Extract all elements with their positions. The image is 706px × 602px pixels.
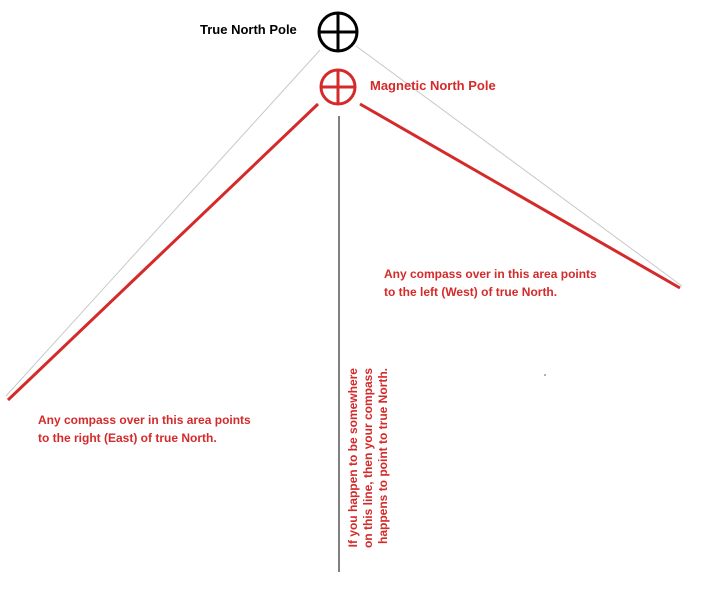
west-area-line: to the left (West) of true North. [384,285,558,299]
true-north-label: True North Pole [200,22,297,37]
east-area-text: Any compass over in this area points to … [38,411,251,447]
agonic-line-text: If you happen to be somewhere on this li… [346,368,404,563]
magnetic-north-pole-icon [319,68,357,106]
stray-dot [544,374,546,376]
magnetic-boundary-left [6,102,320,402]
true-north-pole-icon [317,11,359,53]
agonic-line-text-line: on this line, then your compass [361,368,375,549]
east-area-line: to the right (East) of true North. [38,431,217,445]
true-north-boundary-left [5,49,321,397]
west-area-line: Any compass over in this area points [384,267,597,281]
west-area-text: Any compass over in this area points to … [384,265,597,301]
magnetic-north-label: Magnetic North Pole [370,78,496,93]
true-north-boundary-right [355,45,683,287]
magnetic-boundary-right [359,102,681,290]
east-area-line: Any compass over in this area points [38,413,251,427]
agonic-line-text-line: happens to point to true North. [376,368,390,544]
agonic-line-text-line: If you happen to be somewhere [346,368,360,548]
